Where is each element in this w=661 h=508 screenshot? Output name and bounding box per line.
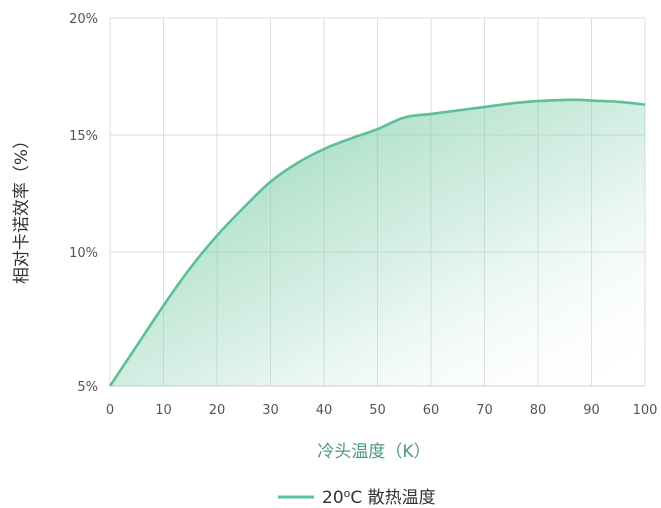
data-point xyxy=(457,109,459,111)
x-tick-label: 0 xyxy=(106,403,114,418)
data-point xyxy=(430,113,432,115)
data-point xyxy=(269,181,271,183)
x-tick-label: 30 xyxy=(262,403,279,418)
data-point xyxy=(483,106,485,108)
y-tick-label: 15% xyxy=(69,129,98,144)
y-axis-label: 相对卡诺效率（%） xyxy=(12,132,32,284)
x-tick-label: 20 xyxy=(209,403,226,418)
data-point xyxy=(109,385,111,387)
x-axis-ticks: 0 10 20 30 40 50 60 70 80 90 100 xyxy=(106,403,658,418)
data-point xyxy=(580,99,582,101)
x-tick-label: 10 xyxy=(155,403,172,418)
data-point xyxy=(590,99,592,101)
x-tick-label: 50 xyxy=(369,403,386,418)
x-tick-label: 90 xyxy=(583,403,600,418)
data-point xyxy=(510,102,512,104)
x-tick-label: 60 xyxy=(423,403,440,418)
y-axis-ticks: 5% 10% 15% 20% xyxy=(69,12,98,395)
y-tick-label: 20% xyxy=(69,12,98,27)
y-tick-label: 10% xyxy=(69,246,98,261)
data-point xyxy=(376,128,378,130)
x-tick-label: 100 xyxy=(633,403,658,418)
x-tick-label: 70 xyxy=(476,403,493,418)
data-point xyxy=(216,234,218,236)
data-point xyxy=(323,148,325,150)
legend: 20oC 散热温度 xyxy=(278,487,436,508)
data-point xyxy=(644,103,646,105)
data-point xyxy=(617,101,619,103)
data-point xyxy=(350,137,352,139)
data-point xyxy=(537,100,539,102)
data-point xyxy=(296,162,298,164)
data-point xyxy=(189,267,191,269)
data-point xyxy=(136,345,138,347)
data-point xyxy=(403,116,405,118)
series-area xyxy=(110,99,645,386)
data-point xyxy=(125,361,127,363)
series-line xyxy=(108,98,646,387)
data-point xyxy=(162,304,164,306)
x-tick-label: 40 xyxy=(316,403,333,418)
x-tick-label: 80 xyxy=(530,403,547,418)
x-axis-label: 冷头温度（K） xyxy=(317,442,430,462)
y-tick-label: 5% xyxy=(77,380,98,395)
data-point xyxy=(564,99,566,101)
legend-entry: 20oC 散热温度 xyxy=(322,487,436,508)
data-point xyxy=(243,206,245,208)
